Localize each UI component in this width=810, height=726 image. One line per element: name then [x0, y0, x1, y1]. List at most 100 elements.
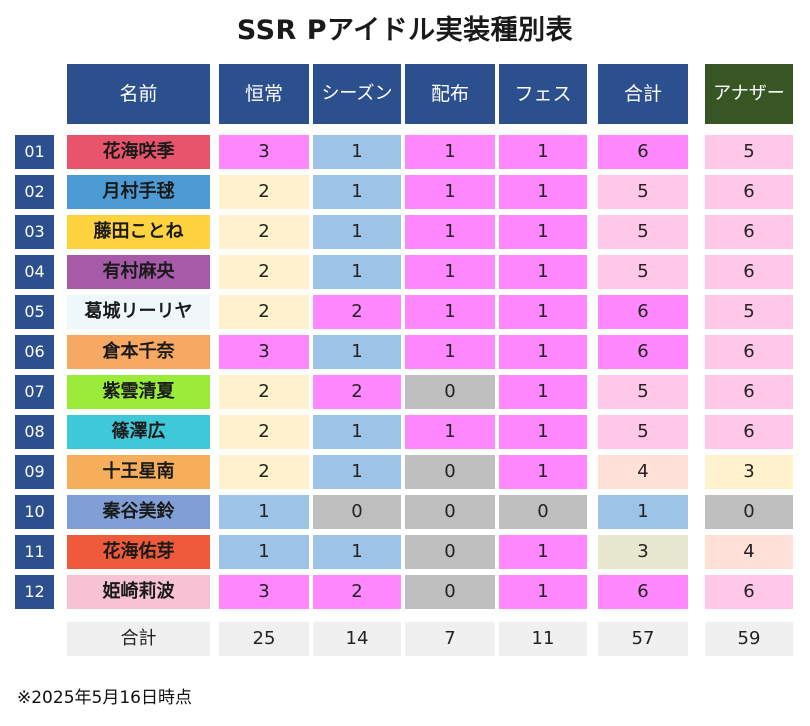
header-season: シーズン	[313, 64, 401, 124]
header-regular: 恒常	[219, 64, 309, 124]
header-name: 名前	[67, 64, 210, 124]
cell-distribution: 1	[405, 135, 495, 169]
cell-another: 5	[705, 135, 793, 169]
cell-season: 2	[313, 295, 401, 329]
cell-season: 1	[313, 175, 401, 209]
row-number: 08	[15, 415, 54, 449]
row-number: 10	[15, 495, 54, 529]
cell-distribution: 0	[405, 495, 495, 529]
cell-another: 6	[705, 375, 793, 409]
cell-regular: 1	[219, 535, 309, 569]
cell-season: 1	[313, 135, 401, 169]
cell-fes: 1	[499, 175, 587, 209]
row-number: 01	[15, 135, 54, 169]
cell-total: 5	[598, 215, 688, 249]
cell-distribution: 1	[405, 255, 495, 289]
cell-distribution: 1	[405, 415, 495, 449]
cell-season: 1	[313, 415, 401, 449]
cell-distribution: 0	[405, 575, 495, 609]
row-number: 03	[15, 215, 54, 249]
header-another: アナザー	[705, 64, 793, 124]
totals-total: 57	[598, 622, 688, 656]
cell-another: 6	[705, 575, 793, 609]
cell-season: 1	[313, 255, 401, 289]
cell-regular: 3	[219, 135, 309, 169]
header-total: 合計	[598, 64, 688, 124]
cell-regular: 2	[219, 295, 309, 329]
cell-fes: 1	[499, 375, 587, 409]
cell-season: 0	[313, 495, 401, 529]
cell-regular: 2	[219, 215, 309, 249]
row-number: 11	[15, 535, 54, 569]
row-number: 02	[15, 175, 54, 209]
cell-season: 2	[313, 575, 401, 609]
cell-season: 2	[313, 375, 401, 409]
totals-fes: 11	[499, 622, 587, 656]
cell-total: 5	[598, 175, 688, 209]
cell-fes: 1	[499, 575, 587, 609]
cell-season: 1	[313, 455, 401, 489]
cell-distribution: 0	[405, 535, 495, 569]
header-fes: フェス	[499, 64, 587, 124]
cell-distribution: 1	[405, 295, 495, 329]
cell-another: 6	[705, 415, 793, 449]
idol-name: 藤田ことね	[67, 215, 210, 249]
totals-season: 14	[313, 622, 401, 656]
idol-name: 花海咲季	[67, 135, 210, 169]
idol-name: 十王星南	[67, 455, 210, 489]
cell-another: 0	[705, 495, 793, 529]
cell-fes: 1	[499, 255, 587, 289]
cell-total: 4	[598, 455, 688, 489]
cell-total: 6	[598, 335, 688, 369]
idol-name: 葛城リーリヤ	[67, 295, 210, 329]
cell-season: 1	[313, 215, 401, 249]
cell-fes: 1	[499, 135, 587, 169]
cell-regular: 2	[219, 415, 309, 449]
idol-name: 有村麻央	[67, 255, 210, 289]
idol-name: 姫崎莉波	[67, 575, 210, 609]
cell-total: 3	[598, 535, 688, 569]
totals-another: 59	[705, 622, 793, 656]
cell-total: 6	[598, 135, 688, 169]
row-number: 12	[15, 575, 54, 609]
row-number: 06	[15, 335, 54, 369]
idol-name: 月村手毬	[67, 175, 210, 209]
cell-distribution: 1	[405, 175, 495, 209]
cell-season: 1	[313, 335, 401, 369]
cell-another: 3	[705, 455, 793, 489]
idol-name: 倉本千奈	[67, 335, 210, 369]
cell-regular: 2	[219, 255, 309, 289]
idol-name: 秦谷美鈴	[67, 495, 210, 529]
cell-distribution: 1	[405, 335, 495, 369]
cell-regular: 1	[219, 495, 309, 529]
cell-fes: 1	[499, 535, 587, 569]
cell-regular: 2	[219, 455, 309, 489]
row-number: 09	[15, 455, 54, 489]
cell-another: 6	[705, 175, 793, 209]
cell-fes: 1	[499, 335, 587, 369]
cell-distribution: 0	[405, 375, 495, 409]
totals-distribution: 7	[405, 622, 495, 656]
cell-total: 5	[598, 255, 688, 289]
cell-total: 1	[598, 495, 688, 529]
cell-another: 6	[705, 335, 793, 369]
cell-another: 6	[705, 215, 793, 249]
cell-fes: 0	[499, 495, 587, 529]
cell-regular: 3	[219, 335, 309, 369]
cell-fes: 1	[499, 455, 587, 489]
cell-regular: 2	[219, 175, 309, 209]
cell-regular: 2	[219, 375, 309, 409]
cell-total: 6	[598, 295, 688, 329]
idol-name: 篠澤広	[67, 415, 210, 449]
idol-name: 花海佑芽	[67, 535, 210, 569]
cell-total: 5	[598, 375, 688, 409]
cell-another: 5	[705, 295, 793, 329]
cell-regular: 3	[219, 575, 309, 609]
page-title: SSR Pアイドル実装種別表	[236, 15, 574, 46]
cell-total: 5	[598, 415, 688, 449]
cell-distribution: 0	[405, 455, 495, 489]
cell-fes: 1	[499, 415, 587, 449]
cell-distribution: 1	[405, 215, 495, 249]
totals-regular: 25	[219, 622, 309, 656]
totals-label: 合計	[67, 622, 210, 656]
